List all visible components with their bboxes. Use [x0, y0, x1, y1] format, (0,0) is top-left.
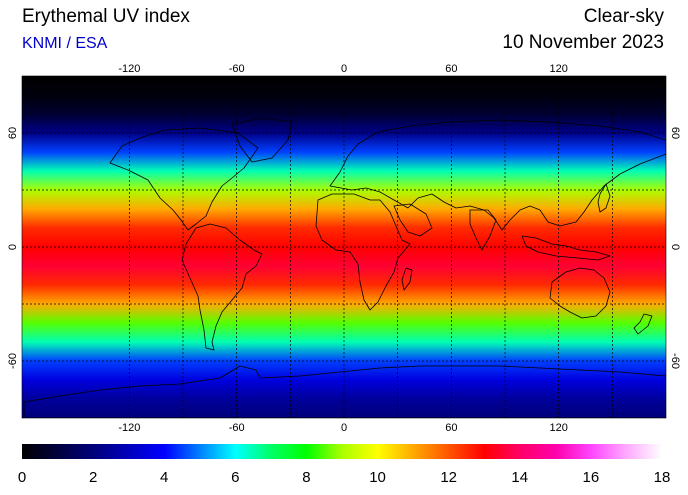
map-title: Erythemal UV index [22, 6, 190, 27]
sky-condition-label: Clear-sky [583, 6, 664, 27]
left-latitude-tick-label: 0 [7, 244, 19, 250]
coastline-australia [549, 267, 611, 319]
right-latitude-labels: 60 0 -60 [669, 127, 681, 369]
colorbar-tick-label: 18 [654, 469, 671, 486]
top-longitude-labels: -120 -60 0 60 120 [118, 63, 568, 75]
right-latitude-tick-label: 0 [669, 244, 681, 250]
coastline-eurasia [329, 119, 666, 231]
top-longitude-tick-label: -120 [118, 63, 140, 75]
map-frame [21, 75, 667, 419]
bottom-longitude-tick-label: 60 [445, 422, 457, 434]
colorbar-tick-label: 4 [160, 469, 168, 486]
coastline-arabia [393, 203, 433, 237]
colorbar-ramp [22, 444, 662, 459]
coastline-new-zealand [633, 313, 653, 335]
coastline-japan [597, 183, 611, 213]
top-longitude-tick-label: 120 [549, 63, 567, 75]
left-latitude-tick-label: -60 [7, 353, 19, 369]
coastline-greenland [231, 117, 293, 163]
coastlines [23, 117, 666, 418]
uv-colorbar: 0 2 4 6 8 10 12 14 16 18 [18, 444, 671, 486]
top-longitude-tick-label: -60 [229, 63, 245, 75]
right-latitude-tick-label: 60 [669, 127, 681, 139]
bottom-longitude-tick-label: 120 [549, 422, 567, 434]
data-source-label: KNMI / ESA [22, 35, 108, 52]
coastline-indonesia [521, 235, 611, 261]
coastline-north-america [109, 127, 259, 231]
coastline-india [469, 209, 497, 251]
coastline-antarctica [23, 365, 666, 418]
left-latitude-labels: 60 0 -60 [7, 127, 19, 369]
colorbar-tick-label: 2 [89, 469, 97, 486]
graticule [22, 76, 666, 418]
date-label: 10 November 2023 [502, 32, 664, 53]
map-panel: -120 -60 0 60 120 60 0 -60 60 0 -60 [0, 60, 688, 440]
uv-index-map: -120 -60 0 60 120 60 0 -60 60 0 -60 [7, 63, 681, 434]
colorbar-tick-label: 16 [583, 469, 600, 486]
colorbar-tick-labels: 0 2 4 6 8 10 12 14 16 18 [18, 469, 671, 486]
top-longitude-tick-label: 0 [341, 63, 347, 75]
coastline-madagascar [401, 267, 413, 291]
colorbar-tick-label: 10 [369, 469, 386, 486]
colorbar-tick-label: 12 [440, 469, 457, 486]
bottom-longitude-tick-label: -120 [118, 422, 140, 434]
colorbar-tick-label: 0 [18, 469, 26, 486]
colorbar-tick-label: 14 [511, 469, 528, 486]
top-longitude-tick-label: 60 [445, 63, 457, 75]
coastline-south-america [181, 223, 263, 351]
colorbar-tick-label: 6 [231, 469, 239, 486]
bottom-longitude-tick-label: -60 [229, 422, 245, 434]
bottom-longitude-labels: -120 -60 0 60 120 [118, 422, 568, 434]
colorbar-panel: 0 2 4 6 8 10 12 14 16 18 [0, 440, 688, 490]
colorbar-tick-label: 8 [302, 469, 310, 486]
coastline-africa [315, 193, 411, 311]
left-latitude-tick-label: 60 [7, 127, 19, 139]
right-latitude-tick-label: -60 [669, 353, 681, 369]
bottom-longitude-tick-label: 0 [341, 422, 347, 434]
